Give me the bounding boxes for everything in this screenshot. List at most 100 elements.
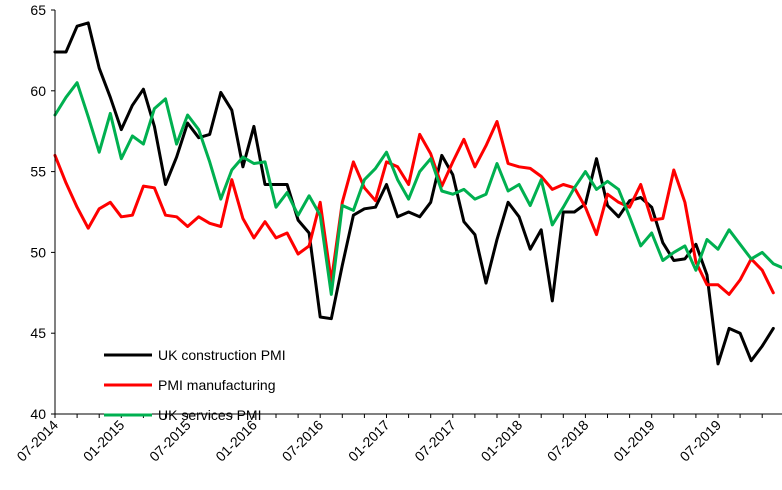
data-point bbox=[584, 170, 587, 173]
data-point bbox=[738, 278, 742, 282]
data-point bbox=[606, 193, 609, 196]
data-point bbox=[109, 112, 112, 115]
data-point bbox=[749, 359, 753, 362]
data-point bbox=[761, 251, 764, 254]
data-point bbox=[694, 243, 698, 246]
data-point bbox=[186, 113, 189, 117]
data-point bbox=[761, 344, 764, 348]
data-point bbox=[197, 136, 200, 139]
data-point bbox=[650, 231, 653, 235]
data-point bbox=[274, 183, 278, 186]
data-point bbox=[285, 231, 289, 235]
data-point bbox=[285, 191, 289, 194]
series-0 bbox=[53, 21, 775, 366]
data-point bbox=[661, 259, 664, 262]
legend-entry-1: PMI manufacturing bbox=[104, 377, 276, 393]
data-point bbox=[639, 183, 642, 186]
data-point bbox=[153, 107, 156, 110]
data-point bbox=[495, 238, 499, 241]
data-point bbox=[64, 181, 68, 185]
data-point bbox=[396, 215, 399, 219]
data-point bbox=[506, 189, 510, 193]
data-point bbox=[319, 315, 322, 319]
series-line bbox=[53, 81, 782, 296]
data-point bbox=[208, 160, 211, 164]
data-point bbox=[396, 165, 399, 168]
data-point bbox=[75, 81, 79, 84]
data-point bbox=[772, 291, 775, 294]
data-point bbox=[429, 201, 432, 204]
data-point bbox=[186, 121, 189, 125]
data-point bbox=[506, 162, 510, 165]
data-point bbox=[131, 134, 134, 138]
data-point bbox=[772, 327, 775, 330]
data-point bbox=[407, 197, 410, 201]
data-point bbox=[142, 184, 145, 188]
data-point bbox=[716, 247, 720, 251]
data-point bbox=[186, 225, 189, 228]
data-point bbox=[109, 201, 112, 204]
data-point bbox=[263, 183, 267, 186]
data-point bbox=[274, 205, 278, 209]
data-point bbox=[164, 97, 167, 101]
data-point bbox=[639, 196, 642, 199]
data-point bbox=[407, 183, 410, 186]
data-point bbox=[396, 178, 399, 181]
data-point bbox=[694, 260, 698, 264]
data-point bbox=[440, 154, 443, 157]
data-point bbox=[540, 228, 543, 231]
data-point bbox=[241, 217, 245, 220]
data-point bbox=[252, 162, 256, 165]
y-tick-label: 50 bbox=[30, 244, 46, 260]
data-point bbox=[363, 207, 366, 210]
data-point bbox=[120, 128, 123, 131]
data-point bbox=[330, 317, 333, 320]
data-point bbox=[495, 120, 499, 123]
data-point bbox=[462, 220, 466, 223]
data-point bbox=[86, 226, 90, 230]
data-point bbox=[98, 151, 101, 154]
data-point bbox=[716, 362, 720, 366]
data-point bbox=[528, 204, 532, 207]
data-point bbox=[131, 104, 134, 107]
data-point bbox=[727, 228, 731, 231]
y-tick-label: 40 bbox=[30, 406, 46, 422]
data-point bbox=[252, 236, 256, 240]
data-point bbox=[650, 205, 653, 209]
data-point bbox=[528, 167, 532, 170]
data-point bbox=[551, 188, 554, 191]
series-line bbox=[53, 120, 775, 296]
data-point bbox=[628, 205, 631, 209]
data-point bbox=[109, 96, 112, 99]
data-point bbox=[727, 327, 731, 330]
data-point bbox=[142, 87, 145, 91]
data-point bbox=[484, 281, 488, 285]
data-point bbox=[473, 197, 477, 201]
data-point bbox=[705, 273, 709, 277]
data-point bbox=[230, 108, 233, 112]
data-point bbox=[540, 178, 543, 181]
legend-label: UK construction PMI bbox=[158, 347, 286, 363]
data-point bbox=[285, 183, 289, 186]
data-point bbox=[208, 222, 211, 225]
data-point bbox=[175, 155, 178, 159]
data-point bbox=[606, 180, 609, 183]
data-point bbox=[694, 268, 698, 272]
data-point bbox=[418, 215, 421, 219]
data-point bbox=[761, 268, 764, 272]
data-point bbox=[562, 210, 565, 214]
data-point bbox=[219, 91, 222, 94]
data-point bbox=[517, 165, 521, 168]
data-point bbox=[330, 293, 333, 296]
data-point bbox=[661, 241, 664, 244]
data-point bbox=[153, 125, 156, 128]
data-point bbox=[75, 205, 79, 209]
data-point bbox=[517, 183, 521, 186]
data-point bbox=[683, 257, 687, 261]
data-point bbox=[551, 223, 554, 227]
series-line bbox=[53, 21, 775, 366]
data-point bbox=[650, 218, 653, 222]
data-point bbox=[562, 205, 565, 209]
data-point bbox=[484, 193, 488, 196]
